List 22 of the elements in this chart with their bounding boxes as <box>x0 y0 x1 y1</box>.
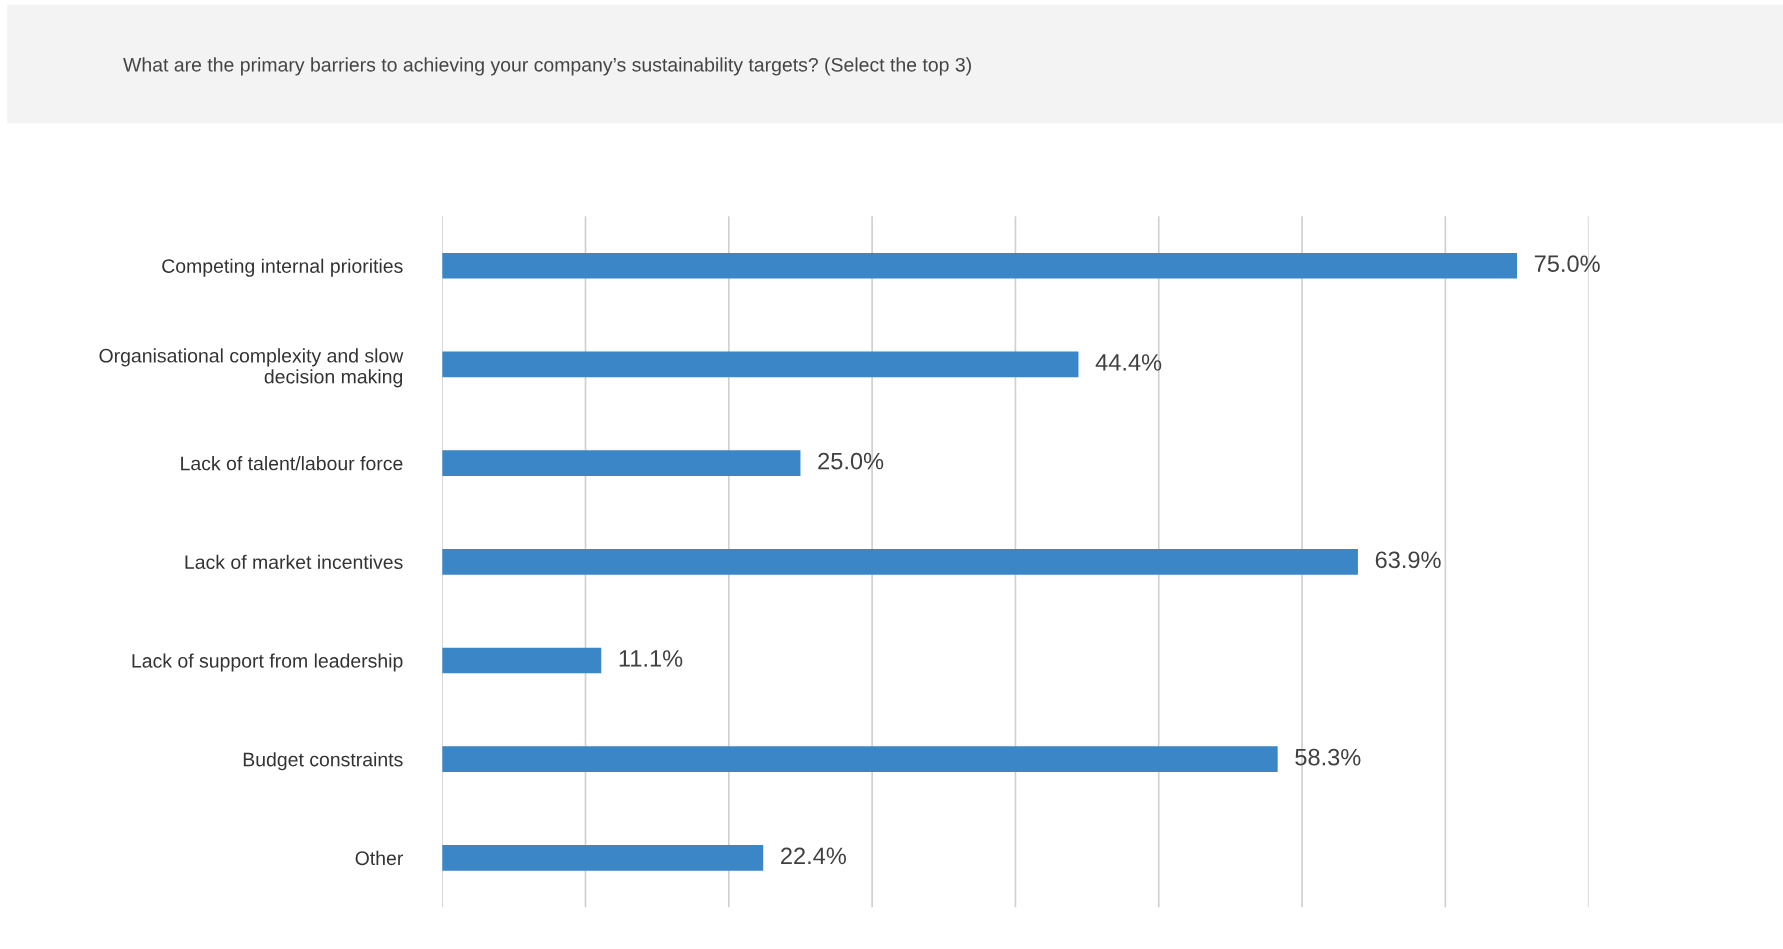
bar <box>442 647 602 674</box>
y-tick-label: Other <box>355 850 403 866</box>
data-label: 11.1% <box>619 650 683 667</box>
y-tick-label: Lack of market incentives <box>185 554 403 570</box>
bar <box>442 845 764 871</box>
bar <box>442 548 1358 575</box>
bar <box>442 252 1517 279</box>
data-label: 22.4% <box>781 847 846 865</box>
y-tick-label: Lack of support from leadership <box>132 653 403 672</box>
y-tick-label: Competing internal priorities <box>162 258 403 277</box>
y-tick-label: Lack of talent/labour force <box>181 456 403 471</box>
y-tick-label: Budget constraints <box>243 752 403 771</box>
bar <box>442 450 801 476</box>
data-label: 44.4% <box>1095 354 1162 371</box>
data-label: 75.0% <box>1534 255 1600 273</box>
bar <box>442 351 1079 378</box>
data-label: 58.3% <box>1295 748 1361 766</box>
data-label: 63.9% <box>1375 551 1441 569</box>
chart-title: What are the primary barriers to achieving your company’s sustainability targets? (Select the top 3) <box>123 57 971 76</box>
y-tick-label: Organisational complexity and slow decision making <box>99 348 404 388</box>
bar <box>442 746 1278 773</box>
data-label: 25.0% <box>818 452 884 470</box>
